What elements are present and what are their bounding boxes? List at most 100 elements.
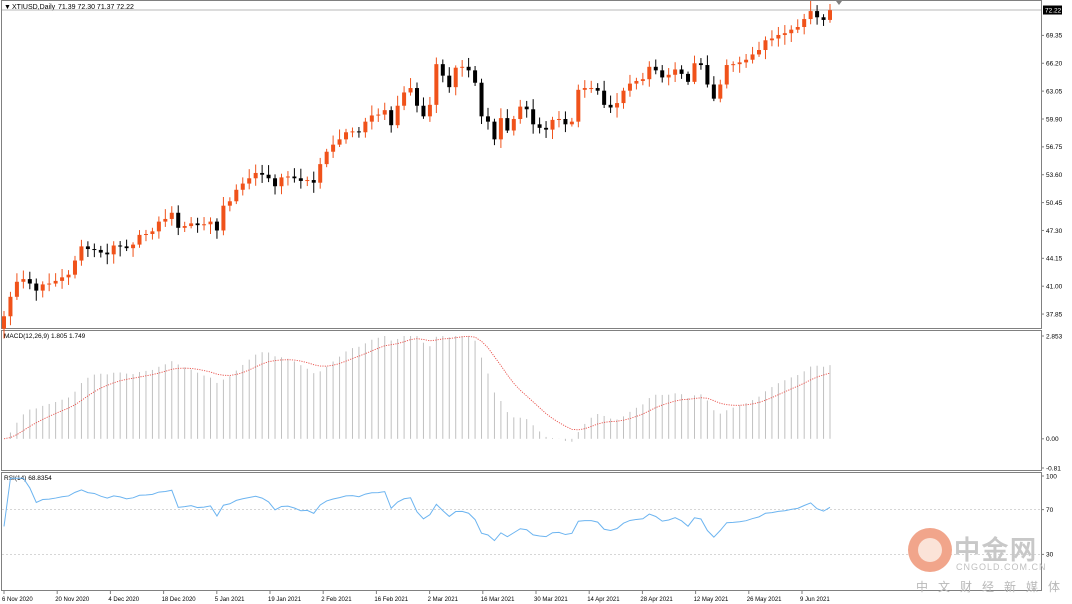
price-tick-label: 50.45 [1046,200,1063,207]
rsi-tick-label: 30 [1046,552,1054,559]
macd-signal-line [3,335,831,440]
candle-body [679,69,684,74]
candle-body [821,17,826,20]
candle-body [376,114,381,116]
price-tick-label: 37.85 [1046,311,1063,318]
candle-body [202,224,207,226]
candle-body [260,172,265,175]
candle-body [518,106,523,119]
candle-body [227,201,232,206]
candle-body [395,105,400,126]
candle-body [550,119,555,130]
candle-body [473,70,478,83]
candle-body [124,246,129,249]
candle-body [602,90,607,105]
current-price-box [1043,5,1062,15]
rsi-tick-label: 100 [1046,473,1057,480]
candle-body [169,212,174,219]
candle-body [292,176,297,179]
candle-body [589,88,594,90]
candle-body [53,280,58,284]
symbol-label: XTIUSD,Daily [12,4,56,11]
candle-body [195,223,200,226]
price-tick-label: 41.00 [1046,283,1063,290]
candle-body [447,75,452,88]
candle-body [531,109,536,125]
candle-body [750,54,755,60]
price-tick-label: 44.15 [1046,256,1063,263]
time-tick-label: 26 May 2021 [747,597,782,603]
candle-body [466,66,471,71]
candle-body [453,67,458,88]
candle-body [666,74,671,78]
candle-body [731,64,736,66]
candle-body [769,38,774,41]
candle-body [143,234,148,235]
candle-body [776,34,781,39]
time-tick-label: 18 Dec 2020 [162,597,197,603]
candle-body [815,11,820,18]
candle-body [627,83,632,91]
candle-body [608,104,613,108]
candle-body [14,281,19,297]
candle-body [150,231,155,234]
macd-series [3,335,831,442]
candle-body [498,118,503,140]
candle-body [176,212,181,228]
time-tick-label: 2 Mar 2021 [428,597,459,603]
time-tick-label: 16 Feb 2021 [374,597,408,603]
time-tick-label: 28 Apr 2021 [640,597,673,603]
candle-body [402,92,407,106]
time-tick-label: 4 Dec 2020 [108,597,139,603]
candle-body [60,277,65,281]
candle-body [647,66,652,80]
candle-body [311,180,316,183]
candle-body [634,80,639,84]
candle-body [331,144,336,152]
collapse-arrow-icon[interactable]: ▼ [4,4,11,11]
current-price-label: 72.22 [1045,7,1062,14]
candle-body [72,260,77,275]
candle-body [111,245,116,255]
candle-body [421,105,426,117]
candle-body [782,33,787,35]
candle-body [640,79,645,81]
candle-body [350,131,355,133]
candle-body [673,69,678,75]
candle-body [698,63,703,66]
time-tick-label: 16 Mar 2021 [481,597,515,603]
candle-body [356,131,361,133]
candle-body [524,106,529,110]
time-tick-label: 9 Jun 2021 [800,597,830,603]
candle-body [460,66,465,68]
candle-body [369,115,374,122]
candle-body [98,249,103,253]
candle-body [156,221,161,232]
time-tick-label: 5 Jan 2021 [215,597,245,603]
candle-body [240,183,245,190]
candle-body [163,218,168,222]
candle-body [47,283,52,285]
candle-body [40,284,45,291]
candle-body [505,118,510,131]
candle-body [711,84,716,99]
rsi-line [3,477,831,542]
time-tick-label: 20 Nov 2020 [55,597,90,603]
macd-label: MACD(12,26,9) 1.805 1.749 [4,333,86,340]
rsi-panel-frame [1,472,1042,591]
chart-shift-marker-icon[interactable] [836,1,842,5]
price-tick-label: 63.05 [1046,88,1063,95]
candle-body [485,116,490,122]
candle-body [660,70,665,78]
candle-body [686,73,691,82]
price-panel-frame [1,0,1042,329]
candle-body [427,104,432,117]
candle-body [563,119,568,125]
candle-body [234,189,239,202]
candle-body [298,178,303,181]
candle-body [737,62,742,65]
price-tick-label: 53.60 [1046,172,1063,179]
candle-body [214,221,219,231]
candle-body [479,82,484,117]
